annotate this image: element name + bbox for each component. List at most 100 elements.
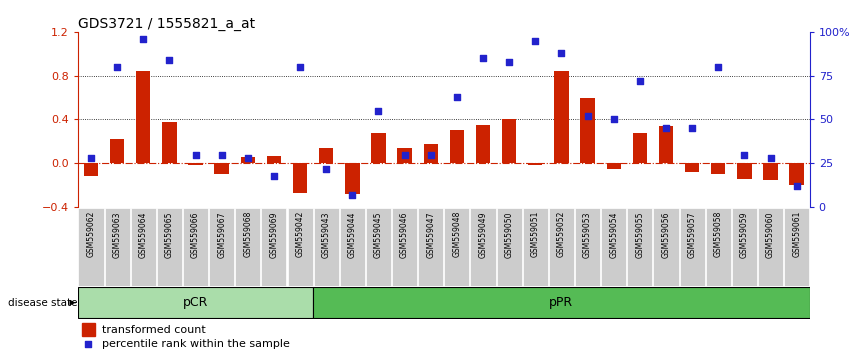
FancyBboxPatch shape — [523, 208, 548, 286]
Bar — [475, 125, 490, 163]
Point — [633, 78, 647, 84]
FancyBboxPatch shape — [79, 208, 104, 286]
Text: GSM559048: GSM559048 — [452, 211, 462, 257]
Point — [764, 155, 778, 161]
Text: GSM559050: GSM559050 — [505, 211, 514, 258]
Point — [320, 166, 333, 171]
Bar — [136, 71, 151, 163]
Text: GSM559066: GSM559066 — [191, 211, 200, 258]
FancyBboxPatch shape — [706, 208, 731, 286]
FancyBboxPatch shape — [236, 208, 261, 286]
FancyBboxPatch shape — [183, 208, 208, 286]
Point — [554, 50, 568, 56]
Text: GSM559065: GSM559065 — [165, 211, 174, 258]
Point — [607, 116, 621, 122]
FancyBboxPatch shape — [209, 208, 234, 286]
Point — [136, 36, 150, 42]
Text: GSM559053: GSM559053 — [583, 211, 592, 258]
Point — [294, 64, 307, 70]
FancyBboxPatch shape — [732, 208, 757, 286]
Bar — [313, 287, 810, 318]
Text: percentile rank within the sample: percentile rank within the sample — [102, 339, 290, 349]
FancyBboxPatch shape — [157, 208, 182, 286]
Point — [397, 152, 411, 157]
Text: transformed count: transformed count — [102, 325, 206, 335]
Bar — [606, 163, 621, 169]
Text: pCR: pCR — [183, 296, 208, 309]
FancyBboxPatch shape — [366, 208, 391, 286]
FancyBboxPatch shape — [470, 208, 495, 286]
Bar — [554, 71, 569, 163]
Text: GSM559044: GSM559044 — [348, 211, 357, 258]
Bar — [502, 119, 516, 163]
Text: GSM559061: GSM559061 — [792, 211, 801, 257]
Point — [528, 38, 542, 44]
FancyBboxPatch shape — [262, 208, 287, 286]
Point — [267, 173, 281, 178]
Bar — [580, 98, 595, 163]
Bar — [633, 133, 647, 163]
Point — [476, 55, 490, 61]
FancyBboxPatch shape — [131, 208, 156, 286]
Text: GSM559045: GSM559045 — [374, 211, 383, 258]
Bar — [189, 163, 203, 165]
Bar — [528, 163, 542, 165]
Text: GDS3721 / 1555821_a_at: GDS3721 / 1555821_a_at — [78, 17, 255, 31]
Point — [790, 183, 804, 189]
FancyBboxPatch shape — [758, 208, 783, 286]
Point — [738, 152, 752, 157]
Point — [372, 108, 385, 114]
Point — [580, 113, 594, 119]
FancyBboxPatch shape — [288, 208, 313, 286]
Text: GSM559042: GSM559042 — [295, 211, 305, 257]
FancyBboxPatch shape — [418, 208, 443, 286]
Point — [241, 155, 255, 161]
Bar — [790, 163, 804, 185]
Bar — [215, 163, 229, 174]
Bar — [372, 133, 385, 163]
Text: GSM559062: GSM559062 — [87, 211, 95, 257]
FancyBboxPatch shape — [784, 208, 809, 286]
Text: disease state: disease state — [9, 298, 78, 308]
Point — [659, 125, 673, 131]
Text: GSM559056: GSM559056 — [662, 211, 670, 258]
Bar — [78, 287, 313, 318]
Bar — [685, 163, 699, 172]
Text: GSM559058: GSM559058 — [714, 211, 723, 257]
Bar — [346, 163, 359, 194]
Point — [81, 341, 95, 347]
Text: GSM559055: GSM559055 — [636, 211, 644, 258]
Text: pPR: pPR — [549, 296, 573, 309]
Text: GSM559043: GSM559043 — [322, 211, 331, 258]
Text: GSM559059: GSM559059 — [740, 211, 749, 258]
FancyBboxPatch shape — [105, 208, 130, 286]
Point — [189, 152, 203, 157]
Bar — [84, 163, 98, 176]
FancyBboxPatch shape — [549, 208, 574, 286]
Text: GSM559067: GSM559067 — [217, 211, 226, 258]
Bar — [711, 163, 726, 174]
Text: GSM559049: GSM559049 — [479, 211, 488, 258]
Text: GSM559057: GSM559057 — [688, 211, 696, 258]
Text: GSM559069: GSM559069 — [269, 211, 279, 258]
Point — [423, 152, 437, 157]
Bar — [423, 144, 438, 163]
FancyBboxPatch shape — [313, 208, 339, 286]
FancyBboxPatch shape — [627, 208, 652, 286]
Bar — [449, 130, 464, 163]
Text: GSM559064: GSM559064 — [139, 211, 148, 258]
Text: GSM559052: GSM559052 — [557, 211, 565, 257]
Point — [346, 192, 359, 198]
Point — [215, 152, 229, 157]
Bar — [737, 163, 752, 179]
Text: GSM559051: GSM559051 — [531, 211, 540, 257]
Point — [502, 59, 516, 64]
FancyBboxPatch shape — [601, 208, 626, 286]
Point — [84, 155, 98, 161]
FancyBboxPatch shape — [339, 208, 365, 286]
Bar — [110, 139, 125, 163]
Text: GSM559047: GSM559047 — [426, 211, 436, 258]
FancyBboxPatch shape — [392, 208, 417, 286]
FancyBboxPatch shape — [654, 208, 679, 286]
Bar — [162, 122, 177, 163]
